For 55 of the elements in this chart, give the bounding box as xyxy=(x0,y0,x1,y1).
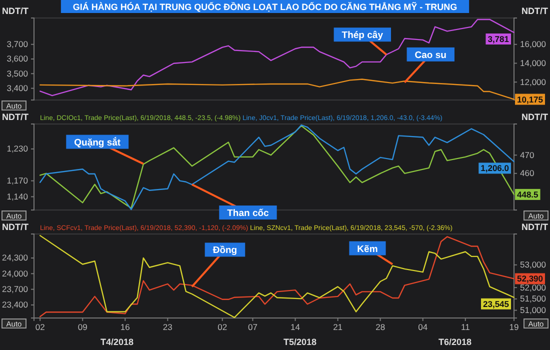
annotation: Quặng sắt xyxy=(74,136,122,148)
y2-axis-title: NDT/T xyxy=(522,112,548,122)
x-tick-label: 02 xyxy=(218,322,228,332)
data-label: 3,781 xyxy=(488,34,510,44)
text: T5/2018 xyxy=(283,337,317,347)
annotation: Đồng xyxy=(212,245,238,256)
annotation: Kẽm xyxy=(357,244,378,255)
text: T4/2018 xyxy=(100,337,134,347)
x-tick-label: 21 xyxy=(333,322,343,332)
x-tick-label: 09 xyxy=(78,322,88,332)
y2-axis-title: NDT/T xyxy=(522,6,548,16)
data-label: 1,206.0 xyxy=(480,163,510,174)
y-tick-label: 24,000 xyxy=(2,268,28,278)
x-tick-label: 04 xyxy=(418,322,428,332)
y2-tick-label: 51,000 xyxy=(520,305,546,315)
y2-axis-title: NDT/T xyxy=(522,222,548,232)
x-tick-label: 19 xyxy=(509,322,519,332)
y2-tick-label: 14,000 xyxy=(520,58,546,68)
y2-tick-label: 470 xyxy=(520,150,534,160)
y-tick-label: 3,500 xyxy=(6,68,28,78)
y2-tick-label: 53,000 xyxy=(520,260,546,270)
data-label: 52,390 xyxy=(517,274,544,284)
annotation: Cao su xyxy=(414,50,447,61)
x-tick-label: 28 xyxy=(376,322,386,332)
annotation: Thép cây xyxy=(342,30,384,42)
y-tick-label: 1,170 xyxy=(6,176,28,186)
y2-tick-label: 12,000 xyxy=(520,76,546,87)
y-tick-label: 23,700 xyxy=(2,284,28,294)
y-axis-title: NDT/T xyxy=(2,6,29,16)
y-tick-label: 3,400 xyxy=(6,83,28,94)
y-tick-label: 24,300 xyxy=(2,252,28,263)
y-tick-label: 3,700 xyxy=(6,39,28,50)
line-series xyxy=(39,18,515,96)
chart-title: GIÁ HÀNG HÓA TẠI TRUNG QUỐC ĐỒNG LOẠT LAO DỐC DO CĂNG THẲNG MỸ - TRUNG xyxy=(72,1,458,12)
y2-tick-label: 460 xyxy=(520,168,534,178)
text: T6/2018 xyxy=(438,337,472,347)
y-tick-label: 3,600 xyxy=(6,54,28,64)
y2-tick-label: 51,500 xyxy=(520,294,546,304)
y-tick-label: 1,230 xyxy=(6,144,28,154)
y2-tick-label: 16,000 xyxy=(520,39,546,50)
y2-tick-label: 52,000 xyxy=(520,282,546,292)
y-axis-title: NDT/T xyxy=(2,222,29,232)
y-tick-label: 1,140 xyxy=(6,191,28,202)
x-tick-label: 23 xyxy=(162,322,173,332)
annotation: Than cốc xyxy=(227,208,269,220)
y-tick-label: 23,400 xyxy=(2,300,28,310)
x-tick-label: 16 xyxy=(120,322,130,332)
x-tick-label: 11 xyxy=(460,322,470,332)
x-tick-label: 14 xyxy=(290,322,300,332)
x-tick-label: 02 xyxy=(35,322,46,332)
y-axis-title: NDT/T xyxy=(2,112,29,122)
data-label: 10,175 xyxy=(517,94,544,104)
data-label: 23,545 xyxy=(483,298,510,309)
x-tick-label: 07 xyxy=(248,322,258,332)
data-label: 448.5 xyxy=(517,189,539,200)
